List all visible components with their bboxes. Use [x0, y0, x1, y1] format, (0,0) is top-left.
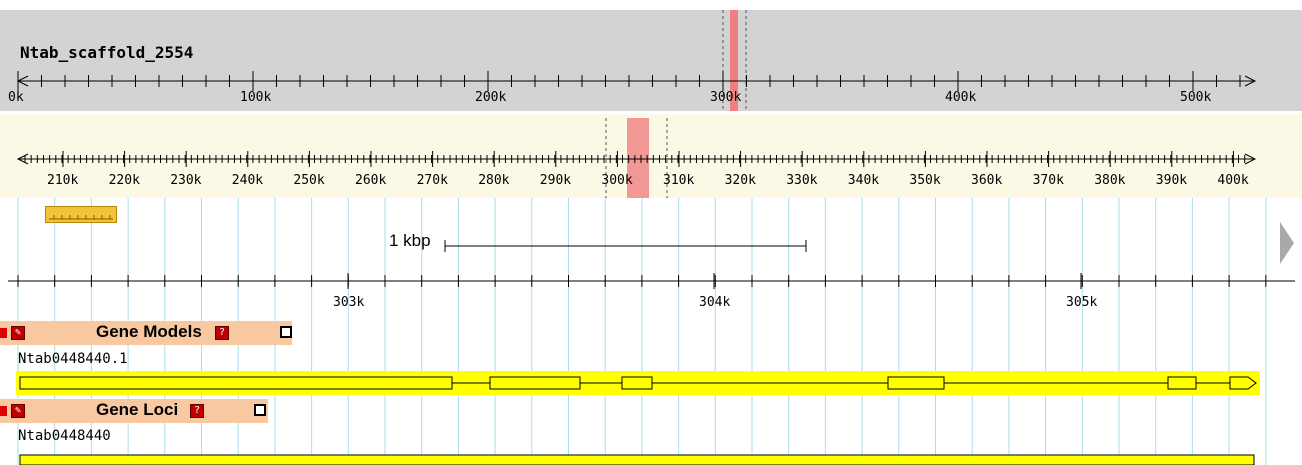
overview-tick-label: 100k	[240, 90, 271, 105]
exon	[621, 376, 653, 390]
overview-panel[interactable]: Ntab_scaffold_2554 0k 100k 200k 300k 400k 500…	[0, 10, 1302, 111]
region-tick-label: 240k	[232, 173, 263, 188]
exon	[489, 376, 581, 390]
region-tick-label: 250k	[293, 173, 324, 188]
overview-tick-label: 200k	[475, 90, 506, 105]
region-tick-label: 360k	[971, 173, 1002, 188]
region-tick-label: 390k	[1156, 173, 1187, 188]
region-tick-label: 270k	[417, 173, 448, 188]
scroll-right-icon[interactable]	[1278, 220, 1296, 266]
detail-tick-label: 305k	[1066, 295, 1097, 310]
track-help-icon[interactable]: ?	[215, 326, 229, 340]
region-tick-label: 260k	[355, 173, 386, 188]
region-tick-label: 280k	[478, 173, 509, 188]
region-tick-label: 300k	[601, 173, 632, 188]
exon	[887, 376, 945, 390]
exon	[1167, 376, 1197, 390]
track-label-gene-models[interactable]: ✎ Gene Models ?	[0, 321, 292, 345]
track-config-icon[interactable]	[280, 326, 292, 338]
region-tick-label: 220k	[109, 173, 140, 188]
region-tick-label: 210k	[47, 173, 78, 188]
exon-arrow-icon	[1229, 376, 1257, 390]
region-tick-label: 340k	[848, 173, 879, 188]
track-drag-handle[interactable]	[0, 406, 7, 416]
track-config-icon[interactable]	[254, 404, 266, 416]
detail-panel[interactable]: 303k 304k 305k 1 kbp ✎ Gene Models ? Ntab0…	[0, 198, 1302, 465]
region-panel[interactable]: 210k 220k 230k 240k 250k 260k 270k 280k 290k 300k…	[0, 114, 1302, 198]
region-tick-label: 370k	[1033, 173, 1064, 188]
overview-thumbnail[interactable]	[45, 206, 117, 223]
scale-bar-label: 1 kbp	[389, 231, 431, 250]
overview-tick-label: 500k	[1180, 90, 1211, 105]
region-tick-label: 330k	[786, 173, 817, 188]
overview-tick-label: 400k	[945, 90, 976, 105]
region-tick-label: 320k	[725, 173, 756, 188]
detail-tick-label: 304k	[699, 295, 730, 310]
track-title: Gene Loci	[96, 400, 179, 419]
track-title: Gene Models	[96, 322, 202, 341]
region-tick-label: 400k	[1217, 173, 1248, 188]
thumbnail-ticks-icon	[49, 215, 113, 220]
arrow-right-icon	[1244, 153, 1257, 165]
region-tick-label: 380k	[1094, 173, 1125, 188]
exon	[19, 376, 453, 390]
track-drag-handle[interactable]	[0, 328, 7, 338]
overview-tick-label: 0k	[8, 90, 24, 105]
region-tick-label: 350k	[909, 173, 940, 188]
overview-tick-label: 300k	[710, 90, 741, 105]
feature-name-locus: Ntab0448440	[18, 428, 111, 444]
track-edit-icon[interactable]: ✎	[11, 326, 25, 340]
locus-bar	[19, 454, 1255, 465]
detail-grid: 303k 304k 305k	[8, 198, 1295, 465]
current-region-highlight	[627, 118, 649, 198]
feature-name-transcript: Ntab0448440.1	[18, 351, 128, 367]
region-tick-label: 230k	[170, 173, 201, 188]
track-help-icon[interactable]: ?	[190, 404, 204, 418]
detail-tick-label: 303k	[333, 295, 364, 310]
region-tick-label: 310k	[663, 173, 694, 188]
arrow-right-icon	[1244, 75, 1257, 87]
track-label-gene-loci[interactable]: ✎ Gene Loci ?	[0, 399, 268, 423]
region-ruler[interactable]: 210k 220k 230k 240k 250k 260k 270k 280k 290k 300k…	[0, 114, 1302, 198]
track-edit-icon[interactable]: ✎	[11, 404, 25, 418]
scaffold-name: Ntab_scaffold_2554	[20, 43, 194, 62]
current-region-highlight	[730, 10, 738, 111]
region-tick-label: 290k	[540, 173, 571, 188]
overview-ruler[interactable]: 0k 100k 200k 300k 400k 500k	[0, 10, 1302, 111]
